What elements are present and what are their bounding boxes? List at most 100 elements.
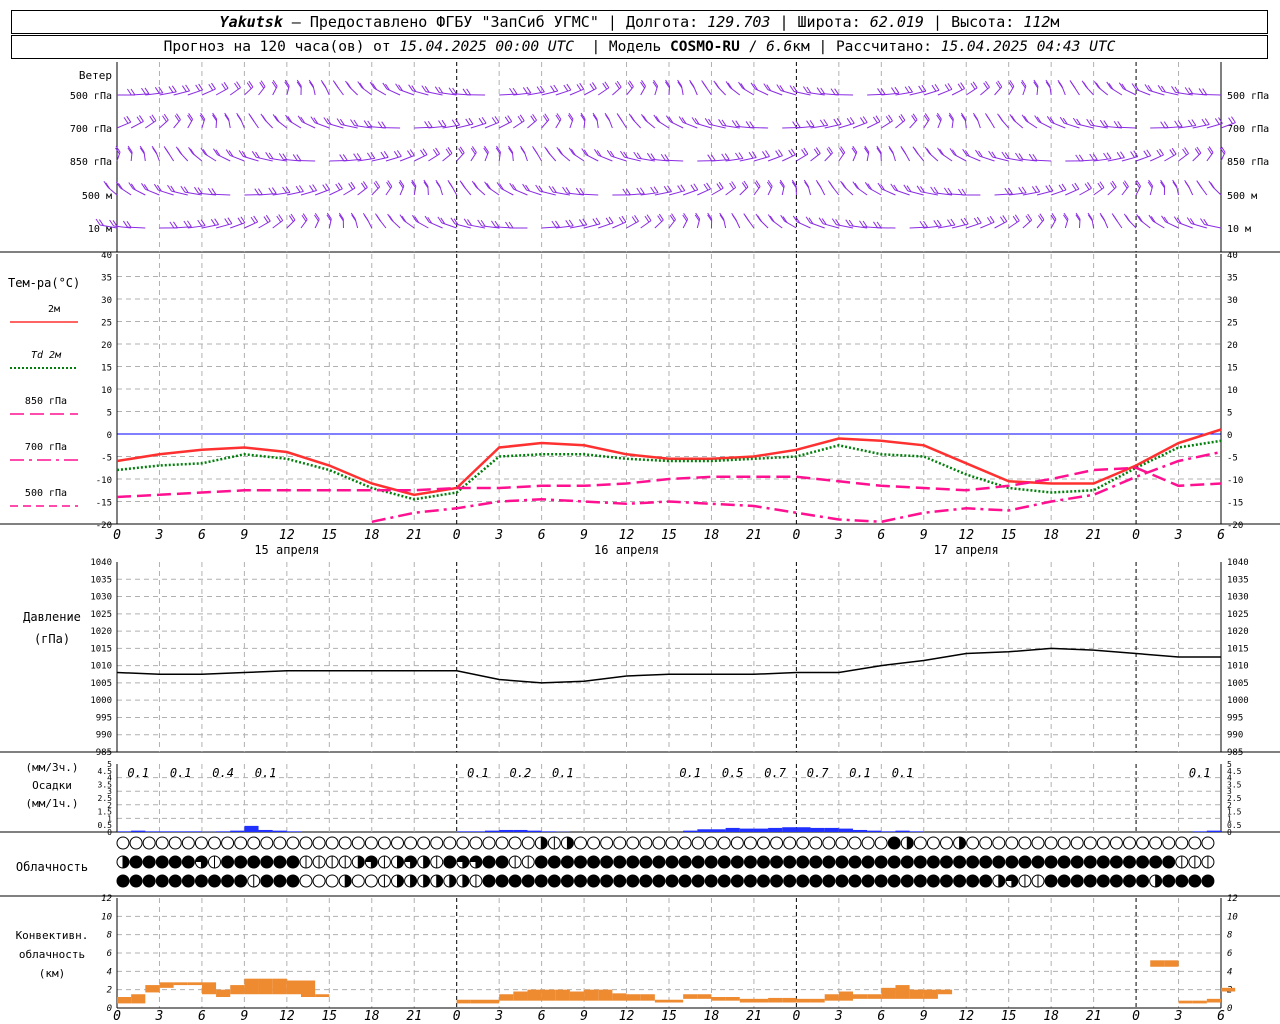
convective-cloud-bar <box>485 999 500 1004</box>
wind-barb-feather <box>888 145 894 153</box>
wind-barb-feather <box>740 83 746 90</box>
cloud-symbol <box>547 855 561 869</box>
wind-barb-feather <box>214 218 220 225</box>
cloud-symbol <box>1096 855 1110 869</box>
wind-barb-feather <box>375 180 381 188</box>
wind-barb-feather <box>582 218 588 226</box>
pressure-tick-label: 1030 <box>1227 593 1249 603</box>
wind-barb-feather <box>314 214 319 222</box>
wind-barb-feather <box>188 113 194 120</box>
wind-barb-feather <box>680 184 686 191</box>
cloud-symbol <box>1018 855 1032 869</box>
wind-barb-feather <box>466 88 472 96</box>
wind-barb <box>569 224 587 229</box>
wind-barb <box>1093 187 1105 196</box>
wind-barb <box>258 193 277 196</box>
wind-barb <box>201 88 216 96</box>
convective-cloud-bar <box>909 989 924 999</box>
wind-barb-feather <box>937 147 942 155</box>
wind-barb-feather <box>880 183 886 191</box>
wind-barb-feather <box>509 88 514 95</box>
wind-barb <box>824 152 833 162</box>
precip-bar <box>739 828 754 832</box>
cloud-symbol <box>208 874 221 888</box>
cloud-symbol <box>913 874 927 888</box>
wind-barb-feather <box>292 154 298 161</box>
wind-barb-feather <box>1124 180 1129 187</box>
wind-barb-feather <box>1095 82 1101 90</box>
wind-barb-feather <box>1072 117 1078 125</box>
wind-barb-feather <box>326 212 332 220</box>
wind-barb-feather <box>930 186 936 194</box>
wind-barb-feather <box>803 147 809 155</box>
model-res: 6.6 <box>766 39 793 55</box>
wind-barb-feather <box>251 151 257 158</box>
wind-barb-feather <box>522 87 528 94</box>
wind-barb <box>1178 125 1196 129</box>
wind-barb <box>909 119 918 129</box>
wind-barb-feather <box>854 182 860 190</box>
cloud-symbol <box>338 836 352 850</box>
wind-barb-feather <box>1002 215 1008 222</box>
wind-barb-feather <box>795 216 801 224</box>
wind-barb-feather <box>816 181 822 189</box>
wind-barb-feather <box>893 184 899 192</box>
wind-barb-feather <box>1051 213 1057 220</box>
wind-barb-feather <box>754 181 760 189</box>
wind-barb-feather <box>103 180 109 188</box>
wind-barb <box>1203 93 1222 96</box>
wind-barb-feather <box>153 183 159 191</box>
wind-barb-feather <box>1106 152 1112 159</box>
wind-barb <box>428 125 447 129</box>
wind-barb <box>980 86 990 96</box>
wind-barb-feather <box>864 145 870 153</box>
wind-barb-feather <box>373 182 379 189</box>
wind-barb-feather <box>732 214 737 222</box>
wind-level-label: 850 гПа <box>70 157 112 168</box>
wind-barb-feather <box>249 114 255 122</box>
wind-barb-feather <box>875 115 881 122</box>
precip-tick-label: 2 <box>1227 801 1232 810</box>
cloud-symbol-fill <box>436 875 443 887</box>
wind-barb-feather <box>1021 79 1027 87</box>
wind-barb-feather <box>828 146 833 154</box>
wind-barb-feather <box>1113 120 1119 128</box>
wind-barb <box>371 186 380 196</box>
wind-barb <box>498 121 512 129</box>
precip-3h-label: 0.1 <box>467 766 489 780</box>
pressure-tick-label: 1005 <box>90 679 112 689</box>
cloud-symbol <box>1083 836 1097 850</box>
cloud-symbol <box>168 855 182 869</box>
wind-barb <box>739 186 749 196</box>
wind-barb-feather <box>1201 118 1207 126</box>
wind-barb <box>626 220 639 229</box>
cloud-symbol <box>299 836 313 850</box>
wind-barb-feather <box>710 154 716 161</box>
wind-barb-feather <box>1161 215 1166 223</box>
precip-bar <box>796 827 811 832</box>
cloud-symbol <box>992 836 1006 850</box>
convective-cloud-bar <box>315 994 330 997</box>
wind-barb-feather <box>238 150 244 157</box>
precip-bar <box>244 825 259 832</box>
wind-barb <box>513 120 525 129</box>
wind-barb-feather <box>525 184 530 192</box>
wind-barb-feather <box>130 183 136 191</box>
cloud-symbol <box>835 874 849 888</box>
x-tick-label-bottom: 6 <box>538 1009 546 1024</box>
wind-barb-feather <box>1163 121 1169 128</box>
wind-barb <box>1079 187 1092 196</box>
wind-barb-feather <box>1159 148 1164 156</box>
wind-barb-feather <box>1034 115 1040 122</box>
wind-barb-feather <box>877 88 882 95</box>
wind-barb-feather <box>1117 121 1123 128</box>
wind-barb-feather <box>985 80 990 88</box>
conv-tick-label: 8 <box>107 931 112 941</box>
cloud-symbol <box>142 836 156 850</box>
wind-barb-feather <box>1097 182 1103 190</box>
wind-barb-feather <box>351 214 357 222</box>
wind-barb-feather <box>1174 120 1180 128</box>
wind-barb-feather <box>639 187 645 195</box>
wind-barb-feather <box>636 187 642 195</box>
cloud-symbol <box>940 836 953 850</box>
